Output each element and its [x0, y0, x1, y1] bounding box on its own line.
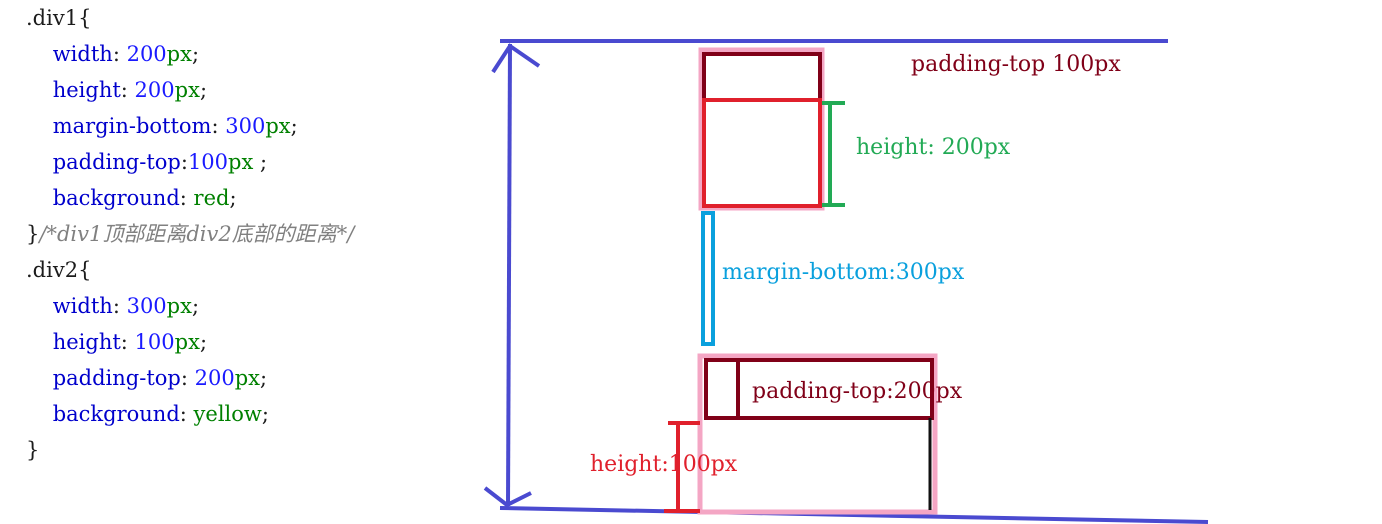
code-line: width: 300px; [26, 288, 354, 324]
label-margin-bottom: margin-bottom:300px [722, 260, 965, 285]
close-brace: } [26, 222, 40, 246]
code-comment: /*div1顶部距离div2底部的距离*/ [39, 222, 355, 246]
property-unit: px [228, 150, 254, 174]
property-name: background [52, 186, 180, 210]
code-line: height: 200px; [26, 72, 354, 108]
semicolon: ; [260, 366, 268, 390]
selector-div2: .div2 [26, 258, 79, 282]
label-div1-height: height: 200px [856, 135, 1011, 160]
property-value: yellow [193, 402, 262, 426]
property-name: margin-bottom [52, 114, 212, 138]
total-distance-arrow [506, 43, 512, 507]
code-line: padding-top: 200px; [26, 360, 354, 396]
div1-outline [698, 47, 825, 211]
selector-div1: .div1 [26, 6, 79, 30]
code-line: height: 100px; [26, 324, 354, 360]
property-number: 100 [134, 330, 175, 354]
semicolon: ; [261, 402, 269, 426]
open-brace: { [78, 258, 92, 282]
code-line: .div2{ [26, 252, 354, 288]
margin-bottom-bar [701, 211, 715, 346]
separator: : [120, 330, 135, 354]
property-unit: px [174, 330, 200, 354]
property-number: 300 [225, 114, 266, 138]
separator: : [112, 42, 127, 66]
separator: : [211, 114, 226, 138]
property-name: width [52, 42, 113, 66]
property-number: 100 [187, 150, 229, 174]
property-unit: px [234, 366, 261, 390]
separator: : [180, 366, 195, 390]
label-div1-padding-top: padding-top 100px [911, 52, 1121, 77]
separator: : [179, 402, 194, 426]
div1-height-bracket [822, 101, 845, 207]
property-name: height [52, 78, 121, 102]
semicolon: ; [290, 114, 298, 138]
label-div2-padding-top: padding-top:200px [752, 379, 963, 404]
property-number: 300 [126, 294, 167, 318]
code-line: .div1{ [26, 0, 354, 36]
property-name: height [52, 330, 121, 354]
separator: : [179, 186, 194, 210]
div1-padding-area [702, 52, 822, 102]
bottom-reference-line [499, 506, 1209, 524]
property-unit: px [166, 42, 192, 66]
property-name: padding-top [52, 150, 181, 174]
semicolon: ; [199, 78, 208, 102]
property-number: 200 [134, 78, 175, 102]
separator: : [112, 294, 127, 318]
div1-box [698, 47, 825, 211]
property-value: red [193, 186, 230, 210]
semicolon: ; [253, 150, 268, 174]
div2-outline [697, 353, 938, 515]
open-brace: { [78, 6, 92, 30]
property-number: 200 [194, 366, 235, 390]
property-unit: px [174, 78, 200, 102]
separator: : [120, 78, 135, 102]
label-div2-height: height:100px [590, 452, 738, 477]
semicolon: ; [199, 330, 208, 354]
property-name: width [52, 294, 113, 318]
close-brace: } [26, 438, 40, 462]
arrow-head-up [491, 43, 541, 74]
code-line: background: red; [26, 180, 354, 216]
semicolon: ; [229, 186, 237, 210]
css-code-block: .div1{ width: 200px; height: 200px; marg… [26, 0, 354, 468]
div2-padding-area [704, 358, 934, 420]
code-line: margin-bottom: 300px; [26, 108, 354, 144]
code-line: }/*div1顶部距离div2底部的距离*/ [26, 216, 354, 252]
code-line: width: 200px; [26, 36, 354, 72]
semicolon: ; [191, 294, 200, 318]
property-name: background [52, 402, 180, 426]
property-unit: px [166, 294, 192, 318]
code-line: padding-top:100px ; [26, 144, 354, 180]
div1-content-area [702, 98, 822, 208]
code-line: background: yellow; [26, 396, 354, 432]
div2-height-bracket [664, 421, 700, 513]
property-number: 200 [126, 42, 167, 66]
separator: : [180, 150, 188, 174]
div2-box [697, 353, 938, 515]
arrow-head-down [483, 486, 532, 508]
property-name: padding-top [52, 366, 181, 390]
semicolon: ; [191, 42, 200, 66]
property-unit: px [265, 114, 291, 138]
code-line: } [26, 432, 354, 468]
